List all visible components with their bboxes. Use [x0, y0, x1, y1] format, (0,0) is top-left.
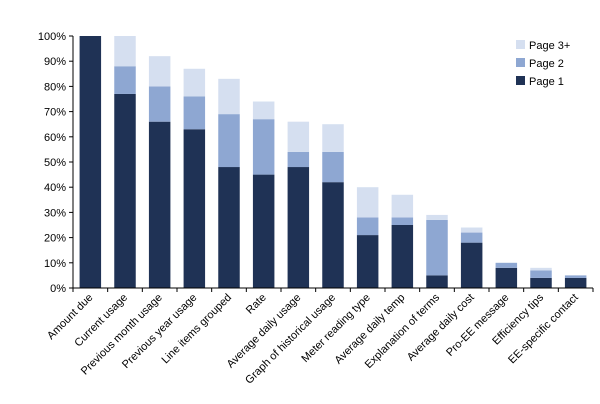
bar-segment-page-2-14	[564, 275, 587, 278]
y-tick-label: 100%	[38, 31, 66, 43]
y-tick-label: 90%	[44, 56, 66, 68]
x-category-label: Line items grouped	[159, 292, 234, 367]
y-tick-label: 40%	[44, 182, 66, 194]
bar-segment-page-3-3	[183, 68, 206, 97]
bar-segment-page-2-6	[287, 151, 310, 168]
bar-segment-page-2-2	[148, 86, 171, 122]
bar-segment-page-1-11	[460, 242, 483, 288]
y-tick-label: 50%	[44, 157, 66, 169]
bar-segment-page-2-7	[322, 151, 344, 183]
x-category-label: EE-specific contact	[506, 292, 581, 367]
bar-segment-page-2-11	[460, 232, 483, 243]
bar-segment-page-1-7	[322, 182, 344, 288]
bar-segment-page-3-6	[287, 121, 310, 152]
bar-segment-page-1-0	[79, 36, 102, 288]
bar-segment-page-1-1	[114, 93, 136, 289]
bar-segment-page-2-13	[530, 270, 552, 278]
legend-swatch	[516, 40, 525, 49]
bars	[79, 36, 587, 289]
legend-label: Page 2	[529, 58, 564, 70]
bar-segment-page-1-4	[218, 167, 240, 288]
bar-segment-page-1-3	[183, 129, 206, 288]
bar-segment-page-2-12	[495, 262, 518, 268]
bar-segment-page-1-10	[426, 275, 448, 288]
bar-segment-page-1-9	[391, 225, 414, 288]
bar-segment-page-2-4	[218, 114, 240, 168]
legend-swatch	[516, 76, 525, 85]
y-tick-label: 0%	[50, 283, 66, 295]
bar-segment-page-2-3	[183, 96, 206, 130]
bar-segment-page-1-5	[252, 174, 275, 288]
y-tick-label: 80%	[44, 81, 66, 93]
bar-segment-page-2-1	[114, 66, 136, 94]
bar-segment-page-3-2	[148, 56, 171, 87]
y-tick-label: 60%	[44, 132, 66, 144]
bar-segment-page-3-10	[426, 214, 448, 220]
bar-segment-page-3-1	[114, 36, 136, 67]
bar-segment-page-2-8	[356, 217, 379, 236]
bar-segment-page-3-8	[356, 187, 379, 218]
bar-segment-page-3-4	[218, 78, 240, 115]
bar-segment-page-1-14	[564, 277, 587, 288]
x-category-label: Rate	[244, 292, 269, 317]
bar-segment-page-1-13	[530, 277, 552, 288]
y-tick-label: 70%	[44, 107, 66, 119]
x-category-label: Pro-EE message	[444, 292, 511, 359]
legend-swatch	[516, 58, 525, 67]
bar-segment-page-3-5	[252, 101, 275, 120]
y-tick-label: 20%	[44, 233, 66, 245]
bar-segment-page-1-12	[495, 267, 518, 288]
bar-segment-page-3-11	[460, 227, 483, 233]
bar-segment-page-3-9	[391, 194, 414, 218]
bar-segment-page-1-6	[287, 167, 310, 288]
bar-segment-page-2-9	[391, 217, 414, 225]
legend-label: Page 1	[529, 76, 564, 88]
legend: Page 3+ Page 2 Page 1	[516, 40, 570, 88]
y-tick-label: 30%	[44, 207, 66, 219]
bar-segment-page-1-8	[356, 235, 379, 288]
y-axis: 0% 10% 20% 30% 40% 50% 60% 70% 80% 90% 100%	[38, 31, 74, 295]
bar-segment-page-3-7	[322, 124, 344, 152]
bar-segment-page-3-13	[530, 267, 552, 271]
bar-segment-page-2-5	[252, 119, 275, 175]
bar-segment-page-1-2	[148, 121, 171, 289]
legend-label: Page 3+	[529, 40, 570, 52]
bar-segment-page-2-10	[426, 219, 448, 276]
y-tick-label: 10%	[44, 258, 66, 270]
